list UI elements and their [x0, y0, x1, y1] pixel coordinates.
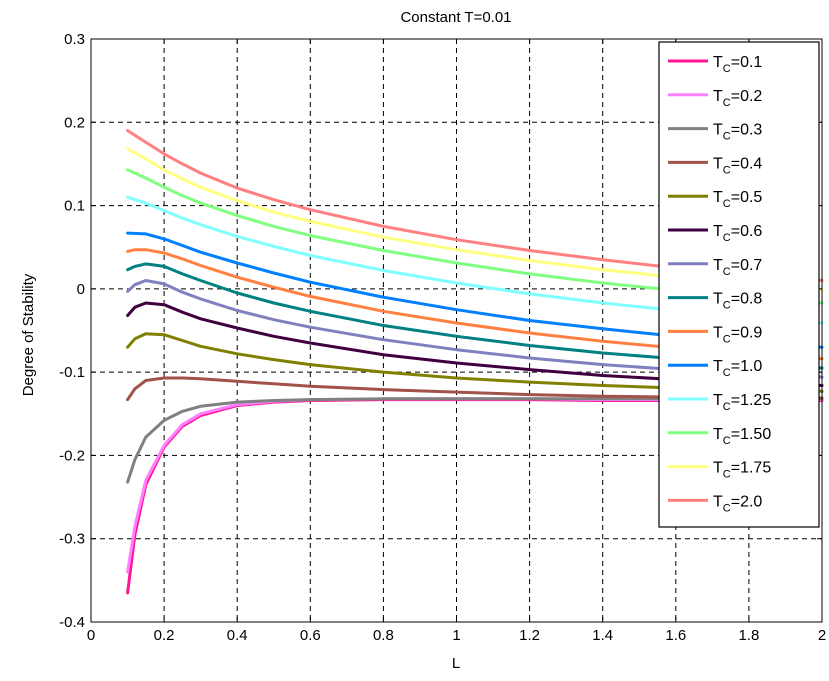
- y-tick-label: -0.4: [59, 614, 85, 631]
- y-tick-label: 0.3: [64, 31, 85, 48]
- y-tick-label: 0.1: [64, 198, 85, 215]
- x-tick-label: 1.4: [592, 627, 613, 644]
- legend-entry-label: TC=0.4: [713, 155, 762, 176]
- legend-entry-label: TC=1.50: [713, 426, 771, 447]
- x-tick-label: 1.8: [738, 627, 759, 644]
- x-tick-label: 1: [452, 627, 460, 644]
- series-layer: [126, 129, 824, 595]
- axis-ticks: 0 0.2 0.4 0.6 0.8 1 1.2 1.4 1.6 1.8 2 -0.4 -0.3 -0.2 -…: [59, 31, 826, 644]
- series-line: [126, 129, 824, 282]
- y-tick-label: 0.2: [64, 114, 85, 131]
- series-line: [126, 147, 824, 292]
- legend-entry-label: TC=1.25: [713, 392, 771, 413]
- y-tick-label: 0: [77, 281, 85, 298]
- legend-entry-label: TC=0.9: [713, 324, 762, 345]
- series-line: [126, 376, 824, 402]
- x-tick-label: 0.2: [154, 627, 175, 644]
- x-tick-label: 0: [87, 627, 95, 644]
- legend-entry-label: TC=2.0: [713, 493, 762, 514]
- y-tick-label: -0.3: [59, 531, 85, 548]
- series-line: [126, 279, 824, 379]
- x-tick-label: 1.2: [519, 627, 540, 644]
- series-line: [126, 301, 824, 387]
- series-line: [126, 262, 824, 370]
- x-tick-label: 0.6: [300, 627, 321, 644]
- x-tick-label: 0.4: [227, 627, 248, 644]
- legend-entry-label: TC=0.1: [713, 54, 762, 75]
- series-line: [126, 231, 824, 349]
- legend-entry-label: TC=0.2: [713, 88, 762, 109]
- legend-entry-label: TC=1.0: [713, 358, 762, 379]
- series-line: [126, 248, 824, 361]
- series-line: [126, 332, 824, 393]
- x-tick-label: 0.8: [373, 627, 394, 644]
- series-line: [126, 195, 824, 325]
- y-tick-label: -0.2: [59, 447, 85, 464]
- legend-entry-label: TC=0.6: [713, 223, 762, 244]
- legend: TC=0.1 TC=0.2 TC=0.3 TC=0.4 TC=0.5 TC=0.6 TC=0…: [658, 41, 820, 528]
- x-tick-label: 1.6: [665, 627, 686, 644]
- legend-entry-label: TC=0.3: [713, 122, 762, 143]
- y-axis-label: Degree of Stability: [20, 273, 37, 396]
- x-tick-label: 2: [818, 627, 826, 644]
- legend-entry-label: TC=1.75: [713, 460, 771, 481]
- x-axis-label: L: [452, 655, 460, 672]
- legend-entry-label: TC=0.8: [713, 291, 762, 312]
- series-line: [126, 397, 824, 484]
- y-tick-label: -0.1: [59, 364, 85, 381]
- chart-title: Constant T=0.01: [400, 9, 511, 26]
- series-line: [126, 168, 824, 305]
- legend-box: [658, 41, 820, 528]
- legend-entry-label: TC=0.7: [713, 257, 762, 278]
- legend-entry-label: TC=0.5: [713, 189, 762, 210]
